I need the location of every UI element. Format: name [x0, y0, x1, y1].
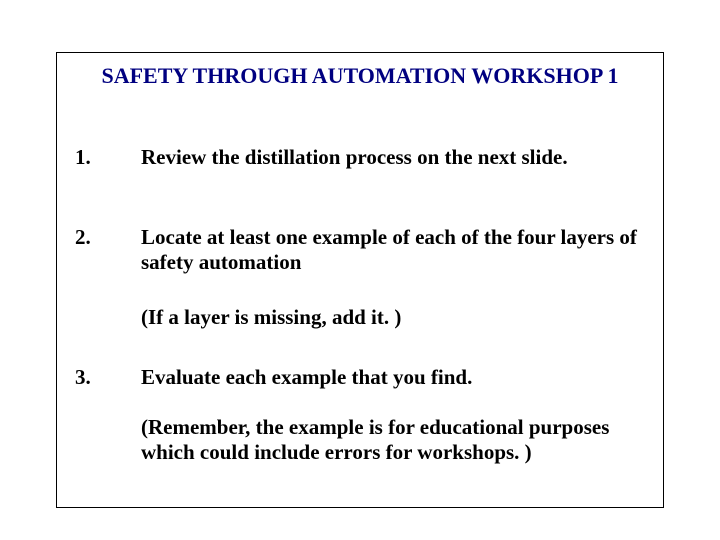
item-number: 3. [75, 365, 91, 390]
item-number: 2. [75, 225, 91, 250]
slide-frame: SAFETY THROUGH AUTOMATION WORKSHOP 1 1. … [56, 52, 664, 508]
item-text: Review the distillation process on the n… [141, 145, 643, 170]
item-text: Locate at least one example of each of t… [141, 225, 643, 275]
item-text: (Remember, the example is for educationa… [141, 415, 643, 465]
item-text: Evaluate each example that you find. [141, 365, 643, 390]
item-number: 1. [75, 145, 91, 170]
item-text: (If a layer is missing, add it. ) [141, 305, 643, 330]
slide-title: SAFETY THROUGH AUTOMATION WORKSHOP 1 [57, 63, 663, 89]
